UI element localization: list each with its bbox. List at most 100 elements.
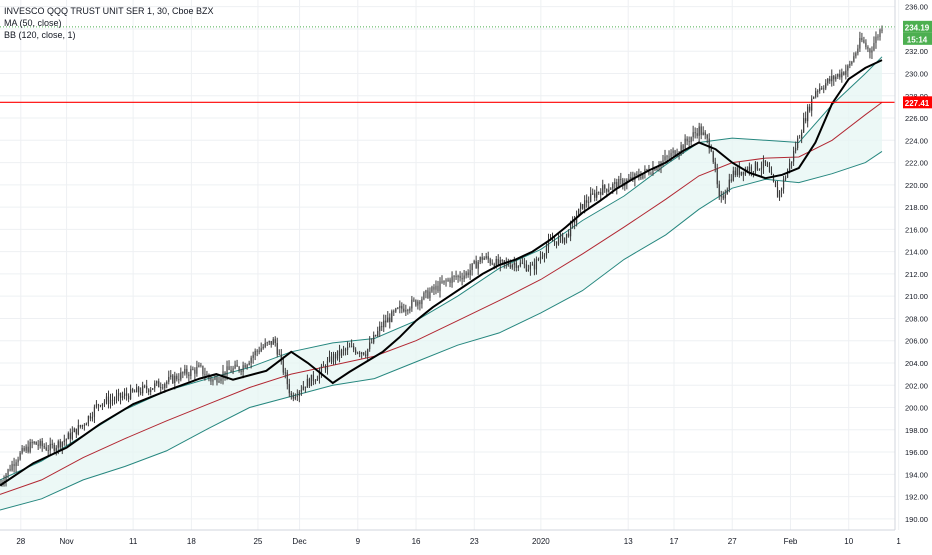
alert-price-badge-box (903, 96, 932, 109)
candle-body (797, 138, 799, 148)
candle-body (240, 370, 242, 372)
candle-body (334, 354, 337, 359)
candle-body (744, 169, 746, 175)
candle-body (770, 172, 773, 176)
candle-body (574, 219, 576, 223)
candle-body (672, 150, 674, 153)
candle-body (417, 301, 419, 306)
candle-body (871, 50, 873, 53)
candle-body (320, 365, 323, 372)
candle-body (252, 355, 254, 358)
candle-body (109, 399, 112, 405)
y-tick-label: 192.00 (905, 493, 928, 502)
candle-body (144, 385, 146, 387)
candle-body (431, 286, 433, 292)
candle-body (286, 372, 288, 385)
candle-body (784, 177, 787, 180)
candle-body (847, 65, 849, 71)
candle-body (198, 365, 200, 367)
candle-body (584, 200, 586, 209)
candle-body (622, 179, 624, 187)
candle-body (618, 178, 620, 189)
candle-body (867, 47, 869, 49)
candle-body (567, 233, 570, 237)
candle-body (218, 380, 220, 383)
candle-body (51, 443, 53, 445)
candle-body (829, 78, 831, 82)
x-tick-label: 13 (624, 537, 633, 546)
candle-body (79, 425, 81, 427)
candle-body (113, 399, 116, 401)
candle-body (97, 404, 100, 406)
candle-body (776, 186, 779, 198)
candle-body (760, 167, 763, 170)
candle-body (423, 292, 425, 300)
legend-symbol[interactable]: INVESCO QQQ TRUST UNIT SER 1, 30, Cboe B… (4, 6, 214, 16)
candle-body (696, 133, 698, 136)
candle-body (519, 262, 521, 267)
candle-body (152, 388, 154, 390)
candle-body (246, 364, 248, 368)
candle-body (338, 350, 341, 356)
candle-body (176, 375, 178, 380)
candle-body (353, 346, 355, 350)
candle-body (515, 262, 517, 268)
candle-body (642, 173, 644, 179)
candle-body (166, 381, 168, 385)
candle-body (403, 308, 405, 312)
moving-average-line (0, 59, 883, 487)
candle-body (330, 356, 333, 363)
legend-bb[interactable]: BB (120, close, 1) (4, 30, 76, 40)
candle-body (23, 448, 25, 451)
candle-body (479, 257, 481, 262)
candle-body (5, 474, 7, 482)
candle-body (561, 234, 564, 243)
candle-body (186, 368, 188, 375)
candle-body (413, 299, 415, 301)
candle-body (497, 258, 499, 265)
candle-body (873, 43, 875, 51)
candle-body (819, 88, 821, 91)
candle-body (433, 286, 435, 290)
candle-body (463, 275, 465, 280)
candle-body (656, 168, 658, 171)
candle-body (588, 201, 590, 203)
candle-body (324, 366, 327, 370)
candle-body (15, 462, 17, 467)
candle-body (91, 416, 94, 419)
candle-body (158, 381, 160, 388)
candle-body (756, 162, 759, 170)
candle-body (636, 173, 638, 175)
candle-body (650, 173, 652, 175)
candle-body (459, 275, 461, 278)
countdown-badge-box (903, 32, 932, 45)
candle-body (150, 389, 152, 393)
candle-body (340, 350, 343, 356)
candle-body (439, 281, 441, 292)
candle-body (780, 188, 783, 192)
candle-body (563, 237, 566, 243)
candle-body (602, 185, 604, 195)
candle-body (821, 88, 823, 89)
candle-body (545, 247, 548, 255)
candle-body (698, 126, 700, 136)
candle-body (67, 433, 69, 440)
candle-body (443, 280, 445, 283)
candle-body (322, 365, 325, 367)
candle-body (244, 365, 246, 368)
candle-body (555, 241, 558, 245)
candle-body (845, 70, 847, 75)
legend-ma[interactable]: MA (50, close) (4, 18, 62, 28)
candle-body (531, 264, 534, 266)
candle-body (465, 272, 467, 276)
y-tick-label: 220.00 (905, 181, 928, 190)
candle-body (598, 191, 600, 193)
candle-body (180, 372, 182, 380)
candle-body (652, 167, 654, 174)
candle-body (772, 175, 775, 182)
candle-body (359, 352, 361, 354)
candle-body (326, 360, 329, 370)
candle-body (861, 38, 863, 41)
candle-body (71, 432, 73, 439)
